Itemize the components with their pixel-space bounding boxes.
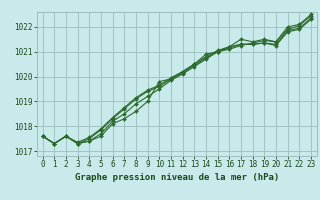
X-axis label: Graphe pression niveau de la mer (hPa): Graphe pression niveau de la mer (hPa) bbox=[75, 173, 279, 182]
